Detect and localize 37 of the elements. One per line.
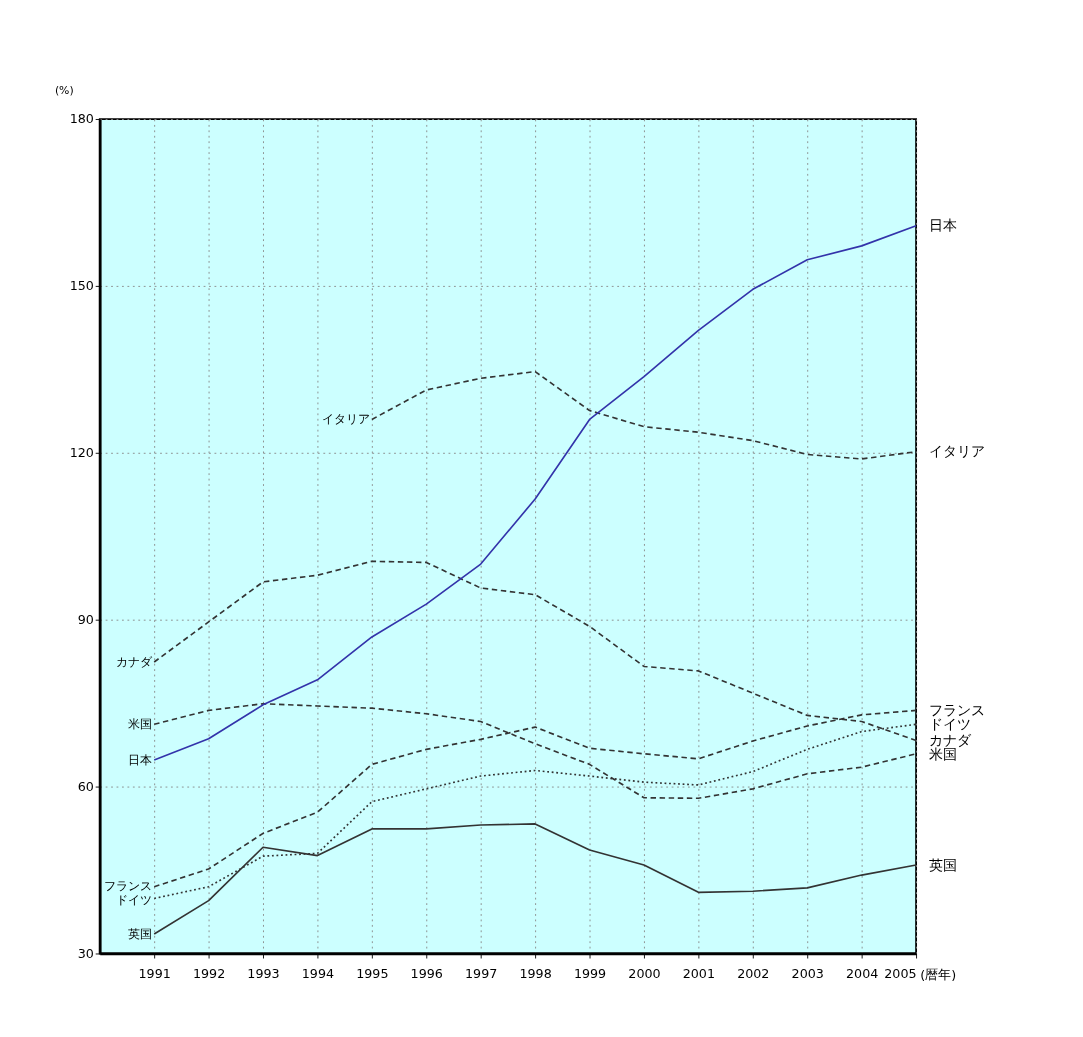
x-tick-label: 1994 xyxy=(301,965,335,981)
text: 英国 xyxy=(928,856,957,873)
x-tick-label: 1997 xyxy=(465,965,498,981)
x-axis-title: (暦年) xyxy=(920,967,957,983)
y-tick-label: 90 xyxy=(77,611,94,627)
text: イタリア xyxy=(928,443,985,460)
x-tick-label: 2000 xyxy=(628,965,661,981)
x-tick-label: 1998 xyxy=(519,965,552,981)
x-tick-label: 1993 xyxy=(247,965,280,981)
series-label: ドイツ xyxy=(116,892,153,907)
series-label: イタリア xyxy=(322,412,371,427)
x-tick-label: 2005 xyxy=(884,965,917,981)
x-tick-label: 1992 xyxy=(192,965,226,981)
text: フランス xyxy=(928,701,985,718)
y-tick-label: 120 xyxy=(69,444,94,460)
series-label: 日本 xyxy=(128,752,153,767)
x-tick-label: 2002 xyxy=(737,965,770,981)
y-tick-label: 150 xyxy=(69,278,94,294)
y-tick-label: 60 xyxy=(77,778,94,794)
x-tick-label: 1995 xyxy=(356,965,389,981)
text: 日本 xyxy=(928,217,957,234)
text: 米国 xyxy=(928,745,957,762)
text: カナダ xyxy=(928,731,971,748)
series-label: 米国 xyxy=(128,716,153,731)
line-series xyxy=(153,225,917,761)
series-label: 英国 xyxy=(128,926,153,941)
x-tick-label: 1996 xyxy=(410,965,443,981)
y-tick-label: 180 xyxy=(69,111,94,127)
x-tick-label: 2003 xyxy=(791,965,824,981)
x-tick-label: 2004 xyxy=(845,965,879,981)
series-label: フランス xyxy=(104,879,153,894)
x-tick-label: 2001 xyxy=(682,965,716,981)
x-tick-label: 1991 xyxy=(138,965,171,981)
y-axis-title: (%) xyxy=(54,84,74,98)
y-tick-label: 30 xyxy=(77,945,94,961)
x-tick-label: 1999 xyxy=(573,965,607,981)
series-label: カナダ xyxy=(116,654,154,669)
